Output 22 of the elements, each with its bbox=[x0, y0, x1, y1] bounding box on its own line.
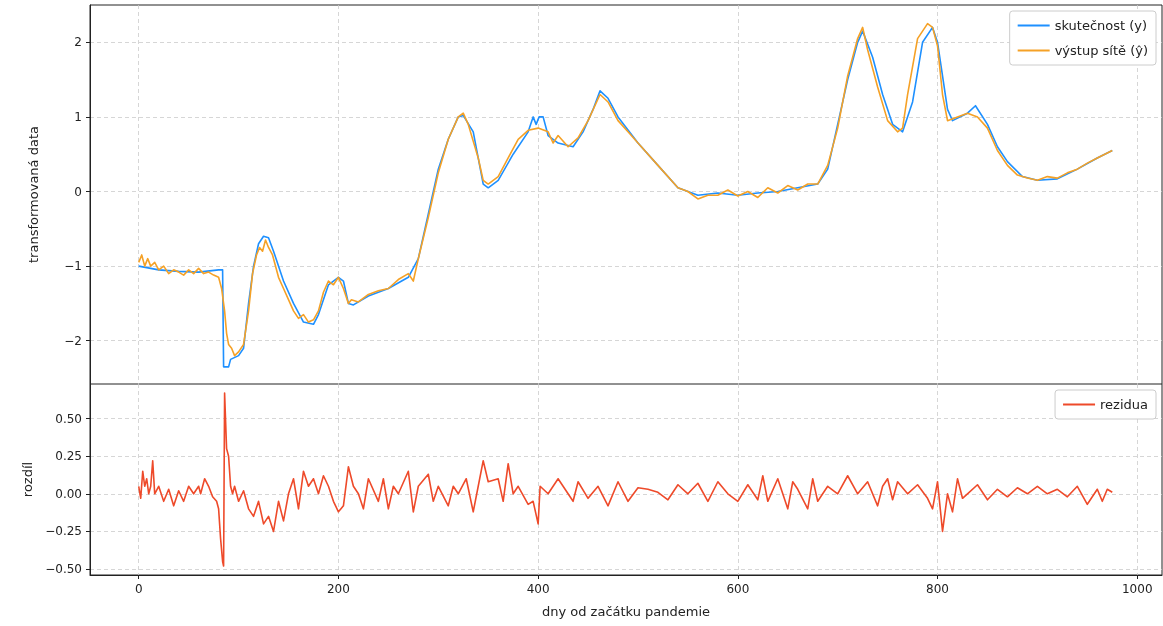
x-tick-label: 200 bbox=[326, 582, 350, 596]
y-axis-title: rozdíl bbox=[20, 461, 36, 498]
y-tick-label: 0 bbox=[74, 184, 82, 199]
x-tick-label: 400 bbox=[526, 582, 550, 596]
y-tick-label: 2 bbox=[74, 35, 82, 50]
y-tick-label: 0.25 bbox=[55, 449, 82, 464]
y-tick-label: 0.50 bbox=[55, 411, 82, 426]
legend-label: rezidua bbox=[1100, 397, 1148, 412]
y-tick-label: 0.00 bbox=[55, 486, 82, 501]
y-tick-label: −0.50 bbox=[45, 561, 82, 576]
y-axis-title: transformovaná data bbox=[26, 126, 41, 263]
x-tick-label: 600 bbox=[726, 582, 750, 596]
y-tick-label: −2 bbox=[64, 333, 82, 348]
y-tick-label: 1 bbox=[74, 109, 82, 124]
x-tick-label: 1000 bbox=[1121, 582, 1153, 596]
legend-label: skutečnost (y) bbox=[1054, 18, 1148, 33]
y-tick-label: −0.25 bbox=[45, 524, 82, 539]
x-tick-label: 800 bbox=[926, 582, 949, 596]
y-tick-label: −1 bbox=[64, 259, 82, 274]
x-tick-label: 0 bbox=[134, 582, 143, 596]
legend-label: výstup sítě (ŷ) bbox=[1054, 43, 1149, 58]
x-axis-title: dny od začátku pandemie bbox=[541, 604, 711, 619]
